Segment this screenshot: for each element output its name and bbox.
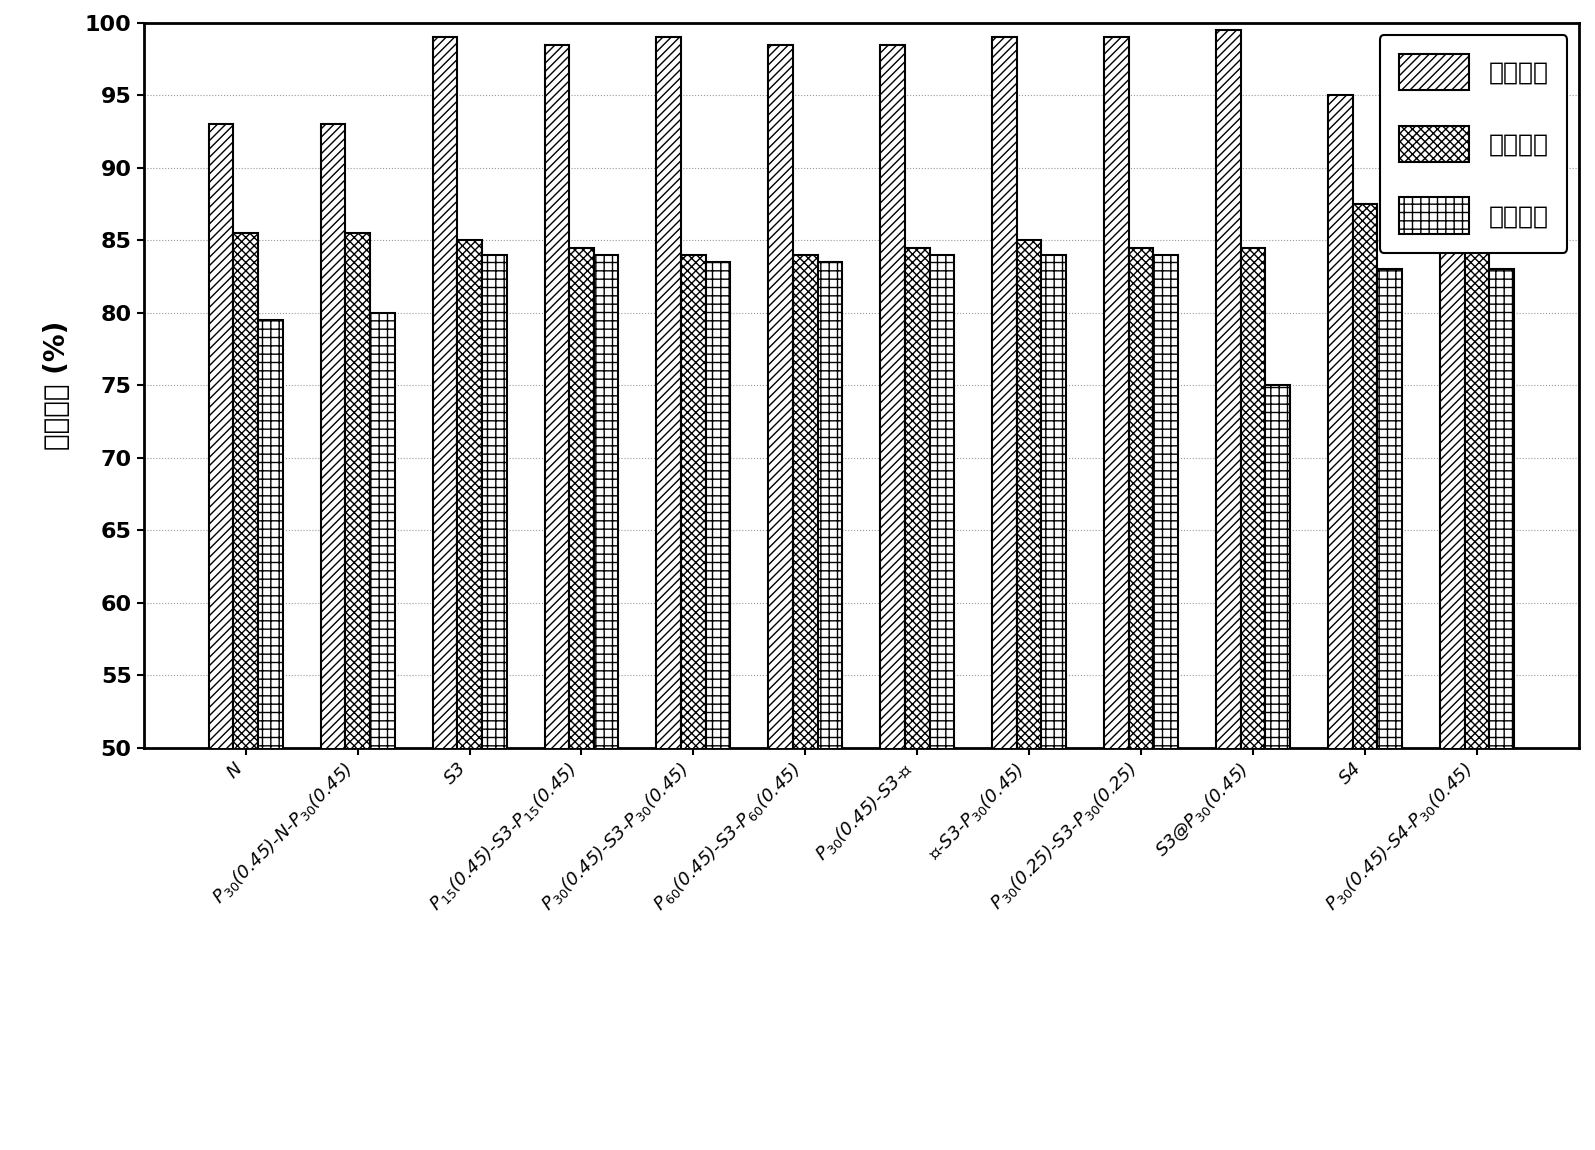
Bar (432, 38, 458, 1150)
Bar (1490, 269, 1514, 1150)
Bar (930, 255, 954, 1150)
Bar (705, 262, 731, 1150)
Bar (657, 38, 681, 1150)
Bar (544, 45, 569, 1150)
Bar (1018, 240, 1042, 1150)
Bar (793, 255, 818, 1150)
Y-axis label: 电池效率 (%): 电池效率 (%) (43, 321, 72, 450)
Bar (1353, 205, 1376, 1150)
Bar (209, 124, 233, 1150)
Bar (258, 320, 282, 1150)
Bar (482, 255, 507, 1150)
Bar (1329, 95, 1353, 1150)
Bar (1104, 38, 1129, 1150)
Bar (1265, 385, 1290, 1150)
Bar (346, 233, 370, 1150)
Bar (1376, 269, 1402, 1150)
Bar (569, 247, 593, 1150)
Bar (321, 124, 346, 1150)
Bar (1129, 247, 1153, 1150)
Bar (233, 233, 258, 1150)
Bar (1440, 95, 1464, 1150)
Bar (1153, 255, 1179, 1150)
Bar (818, 262, 842, 1150)
Bar (370, 313, 394, 1150)
Bar (1042, 255, 1065, 1150)
Bar (769, 45, 793, 1150)
Legend: 电流效率, 电压效率, 能量效率: 电流效率, 电压效率, 能量效率 (1380, 34, 1568, 253)
Bar (1241, 247, 1265, 1150)
Bar (458, 240, 482, 1150)
Bar (992, 38, 1018, 1150)
Bar (681, 255, 705, 1150)
Bar (904, 247, 930, 1150)
Bar (1464, 205, 1490, 1150)
Bar (593, 255, 619, 1150)
Bar (1215, 30, 1241, 1150)
Bar (880, 45, 904, 1150)
